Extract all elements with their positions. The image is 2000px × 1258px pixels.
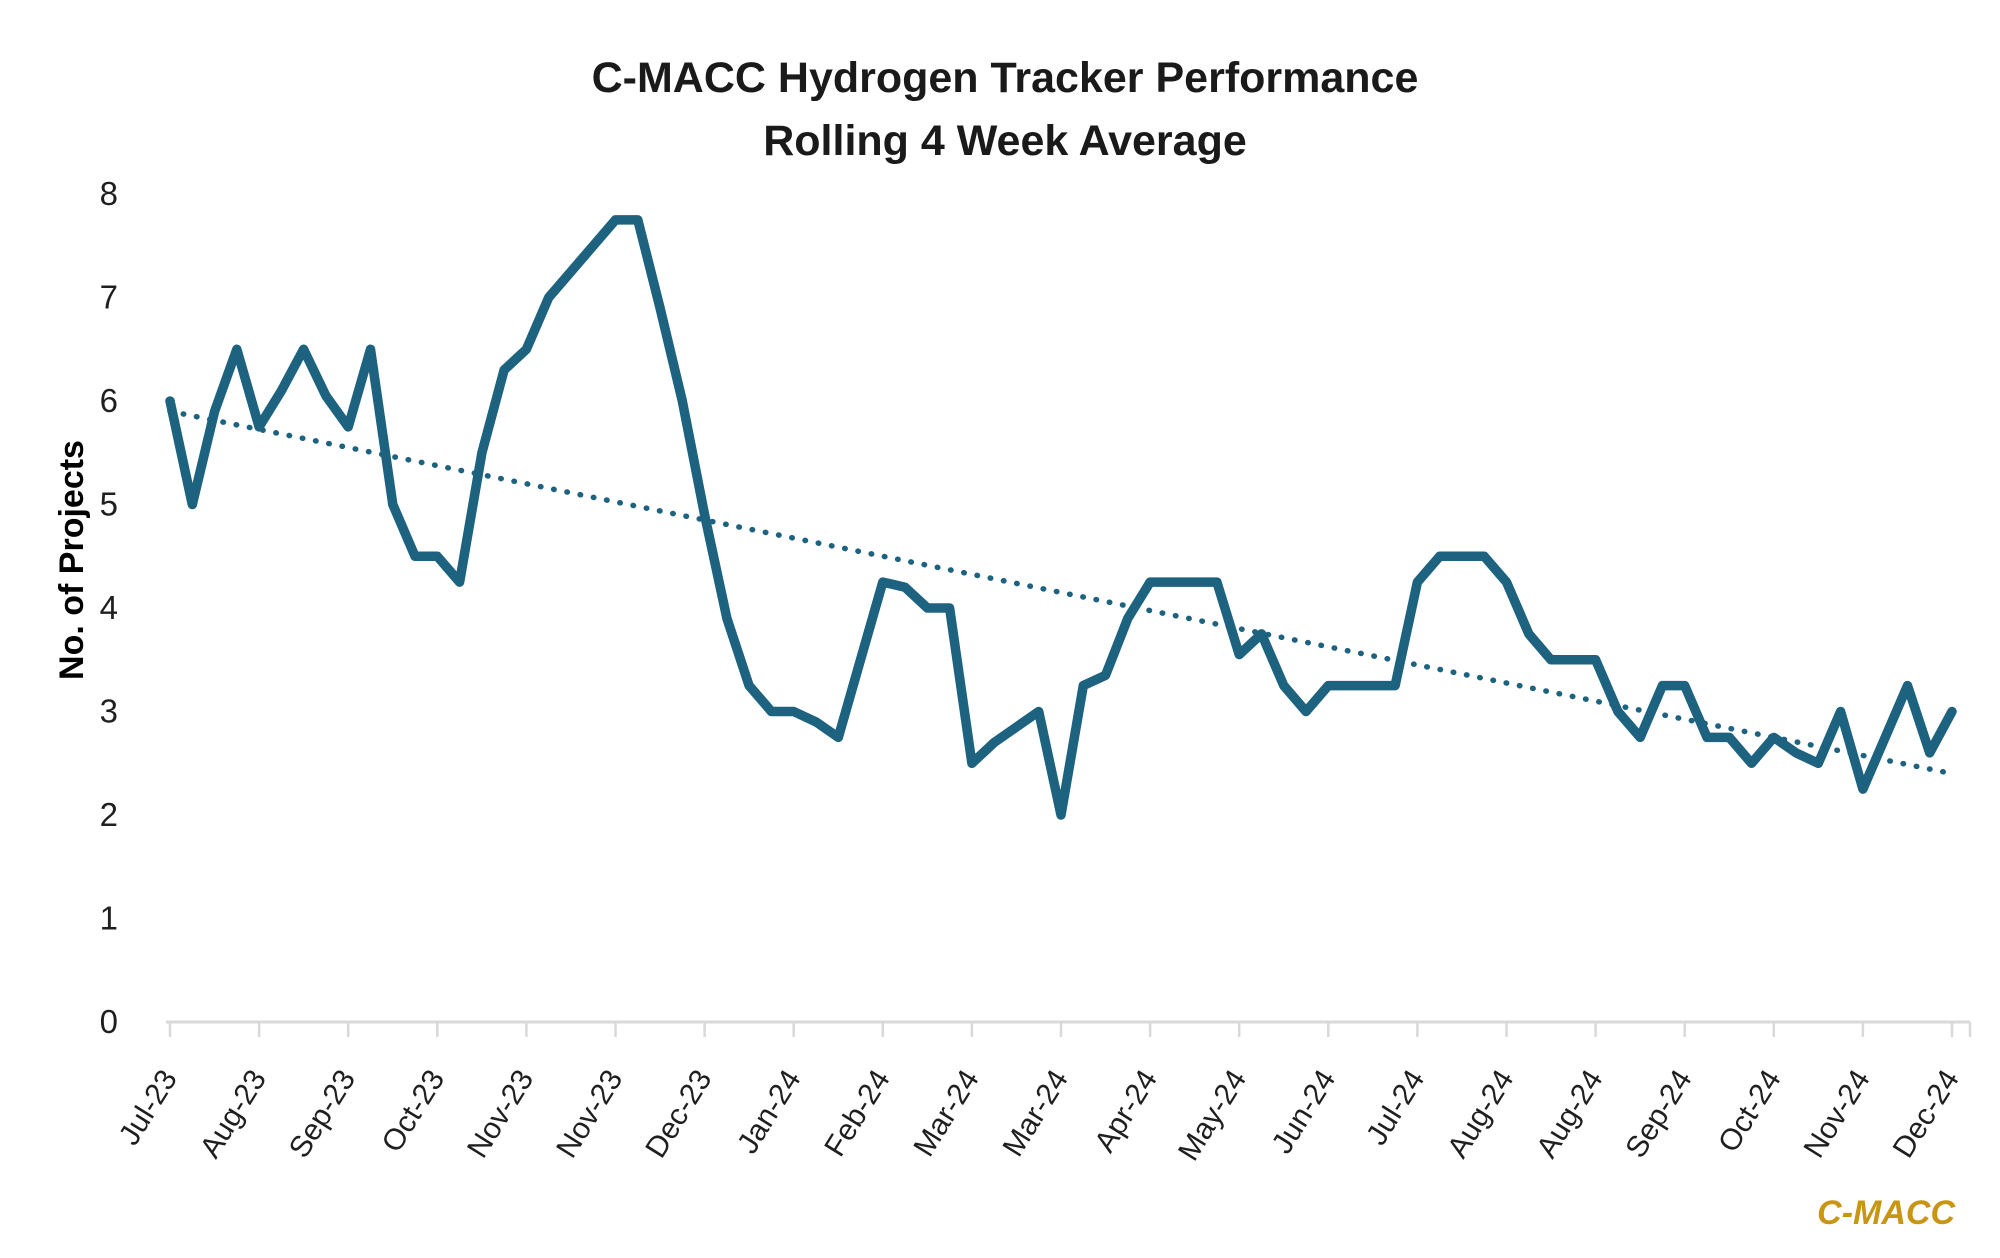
y-axis-title: No. of Projects (53, 440, 91, 680)
x-tick-label: Dec-24 (1887, 1064, 1966, 1164)
chart-subtitle: Rolling 4 Week Average (763, 117, 1247, 165)
x-tick-label: May-24 (1172, 1064, 1253, 1166)
x-tick-label: Oct-23 (376, 1064, 452, 1158)
y-tick-label: 7 (100, 279, 118, 316)
y-tick-label: 8 (100, 175, 118, 212)
x-tick-label: Nov-23 (550, 1064, 629, 1164)
x-tick-label: Aug-24 (1441, 1064, 1520, 1164)
y-tick-label: 0 (100, 1003, 118, 1040)
x-tick-label: Dec-23 (639, 1064, 718, 1164)
x-tick-label: Aug-23 (194, 1064, 273, 1164)
x-tick-label: Sep-23 (283, 1064, 362, 1164)
y-axis-labels: 0 1 2 3 4 5 6 7 8 (100, 175, 118, 1040)
x-tick-label: Nov-23 (461, 1064, 540, 1164)
y-tick-label: 6 (100, 382, 118, 419)
brand-logo: C-MACC (1817, 1194, 1955, 1232)
y-tick-label: 3 (100, 693, 118, 730)
x-tick-label: Jul-23 (113, 1064, 184, 1151)
x-tick-label: Nov-24 (1798, 1064, 1877, 1164)
x-tick-label: Mar-24 (997, 1064, 1075, 1162)
y-tick-label: 5 (100, 486, 118, 523)
data-line (165, 215, 1957, 820)
x-axis-labels: Jul-23 Aug-23 Sep-23 Oct-23 Nov-23 Nov-23 Dec-… (113, 1064, 1966, 1166)
x-tick-label: Jan-24 (731, 1064, 808, 1159)
y-tick-label: 1 (100, 900, 118, 937)
x-tick-label: Jul-24 (1360, 1064, 1431, 1151)
x-axis-ticks (168, 1022, 1972, 1037)
x-tick-label: Apr-24 (1088, 1064, 1164, 1158)
trend-line (167, 408, 1955, 777)
x-tick-label: Feb-24 (818, 1064, 896, 1162)
x-tick-label: Oct-24 (1712, 1064, 1788, 1158)
x-tick-label: Mar-24 (907, 1064, 985, 1162)
y-tick-label: 2 (100, 796, 118, 833)
y-tick-label: 4 (100, 589, 118, 626)
x-tick-label: Jun-24 (1266, 1064, 1343, 1159)
x-tick-label: Aug-24 (1530, 1064, 1609, 1164)
chart-title: C-MACC Hydrogen Tracker Performance (592, 54, 1419, 102)
x-tick-label: Sep-24 (1619, 1064, 1698, 1164)
